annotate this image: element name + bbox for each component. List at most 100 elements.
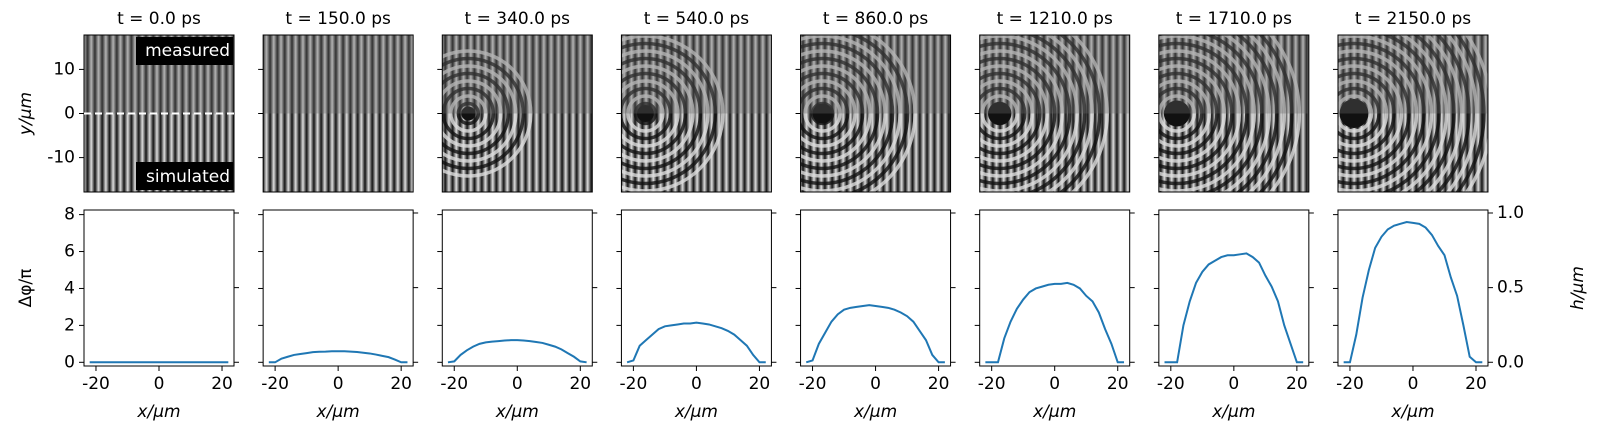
ring — [800, 56, 880, 171]
ring — [442, 79, 503, 148]
interferogram — [621, 35, 772, 192]
ring — [979, 64, 1049, 163]
ring — [800, 49, 887, 178]
interferogram — [442, 35, 593, 192]
ring — [1158, 49, 1242, 178]
ring — [1337, 56, 1411, 171]
ring — [621, 79, 680, 148]
interferogram — [979, 35, 1130, 192]
ring — [456, 101, 481, 126]
x-tick-label: 20 — [1286, 374, 1308, 394]
x-tick-label: 20 — [211, 374, 233, 394]
ring — [1337, 71, 1396, 156]
ring — [803, 94, 842, 133]
ring — [1158, 56, 1234, 171]
measured-label: measured — [145, 41, 230, 61]
ring — [800, 71, 865, 156]
ring — [1424, 35, 1464, 192]
ring — [1222, 35, 1272, 192]
y2-tick-label: 0.5 — [1497, 278, 1524, 298]
panel-title: t = 150.0 ps — [285, 9, 391, 29]
image-y-tick-label: 0 — [64, 104, 75, 124]
ring — [1445, 35, 1479, 192]
measured-shade — [1158, 35, 1309, 114]
ring — [850, 35, 910, 192]
interferogram — [1337, 35, 1488, 192]
panel-title: t = 0.0 ps — [117, 9, 201, 29]
panel-title: t = 340.0 ps — [465, 9, 571, 29]
data-line — [1343, 220, 1483, 364]
data-line — [447, 339, 587, 364]
x-tick-label: -20 — [1336, 374, 1364, 394]
ring — [621, 35, 725, 192]
y-tick-label: 8 — [64, 205, 75, 225]
ring — [1337, 79, 1389, 148]
ring — [800, 35, 902, 192]
plot-frame — [83, 209, 235, 367]
ring — [979, 79, 1034, 148]
ring — [621, 41, 718, 186]
ring — [979, 56, 1057, 171]
plot-frame — [1337, 209, 1489, 367]
x-tick-label: 20 — [390, 374, 412, 394]
ring — [621, 86, 673, 141]
data-line — [805, 304, 945, 364]
ring — [980, 94, 1019, 133]
y-tick-label: 2 — [64, 315, 75, 335]
x-tick-label: 0 — [154, 374, 165, 394]
ring — [442, 71, 511, 156]
x-tick-label: 0 — [1228, 374, 1239, 394]
ring — [442, 86, 496, 141]
x-tick-label: 20 — [1107, 374, 1129, 394]
data-line — [626, 321, 766, 364]
x-tick-label: 0 — [870, 374, 881, 394]
center — [461, 106, 476, 121]
panel-title: t = 860.0 ps — [823, 9, 929, 29]
x-tick-label: 0 — [512, 374, 523, 394]
plot-frame — [620, 209, 772, 367]
x-tick-label: 20 — [1465, 374, 1487, 394]
measured-shade — [979, 35, 1130, 114]
x-tick-label: -20 — [1157, 374, 1185, 394]
panel-title: t = 1210.0 ps — [997, 9, 1113, 29]
ring — [1268, 35, 1302, 192]
plot-frame — [800, 209, 952, 367]
center — [812, 103, 833, 124]
y2-label: h/µm — [1568, 266, 1588, 310]
ring — [1337, 41, 1426, 186]
ring — [1158, 41, 1249, 186]
x-tick-label: 20 — [569, 374, 591, 394]
ring — [1045, 35, 1094, 192]
x-label: x/µm — [1390, 402, 1434, 422]
x-tick-label: -20 — [440, 374, 468, 394]
ring — [800, 41, 895, 186]
ring — [621, 71, 688, 156]
ring — [442, 49, 533, 178]
panel: t = 340.0 ps -20 0 20 x/µm — [437, 9, 598, 422]
ring — [1158, 86, 1204, 141]
ring — [979, 35, 1079, 192]
measured-shade — [263, 35, 414, 114]
ring — [621, 64, 695, 163]
fringes — [263, 35, 414, 192]
x-tick-label: -20 — [799, 374, 827, 394]
y2-tick-label: 1.0 — [1497, 203, 1524, 223]
panel: t = 150.0 ps -20 0 20 x/µm — [258, 9, 419, 422]
x-tick-label: 0 — [1049, 374, 1060, 394]
ring — [1399, 35, 1449, 192]
ring — [442, 56, 526, 171]
ring — [979, 71, 1042, 156]
y-tick-label: 0 — [64, 352, 75, 372]
panel-title: t = 1710.0 ps — [1176, 9, 1292, 29]
measured-shade — [621, 35, 772, 114]
plot-frame — [1158, 209, 1310, 367]
ring — [800, 79, 857, 148]
ring — [1027, 35, 1087, 192]
measured-shade — [800, 35, 951, 114]
panel: t = 1710.0 ps -20 0 20 x/µm — [1153, 9, 1314, 422]
simulated-label: simulated — [146, 167, 230, 187]
center — [636, 105, 654, 122]
ring — [1455, 35, 1486, 192]
ring — [979, 86, 1027, 141]
